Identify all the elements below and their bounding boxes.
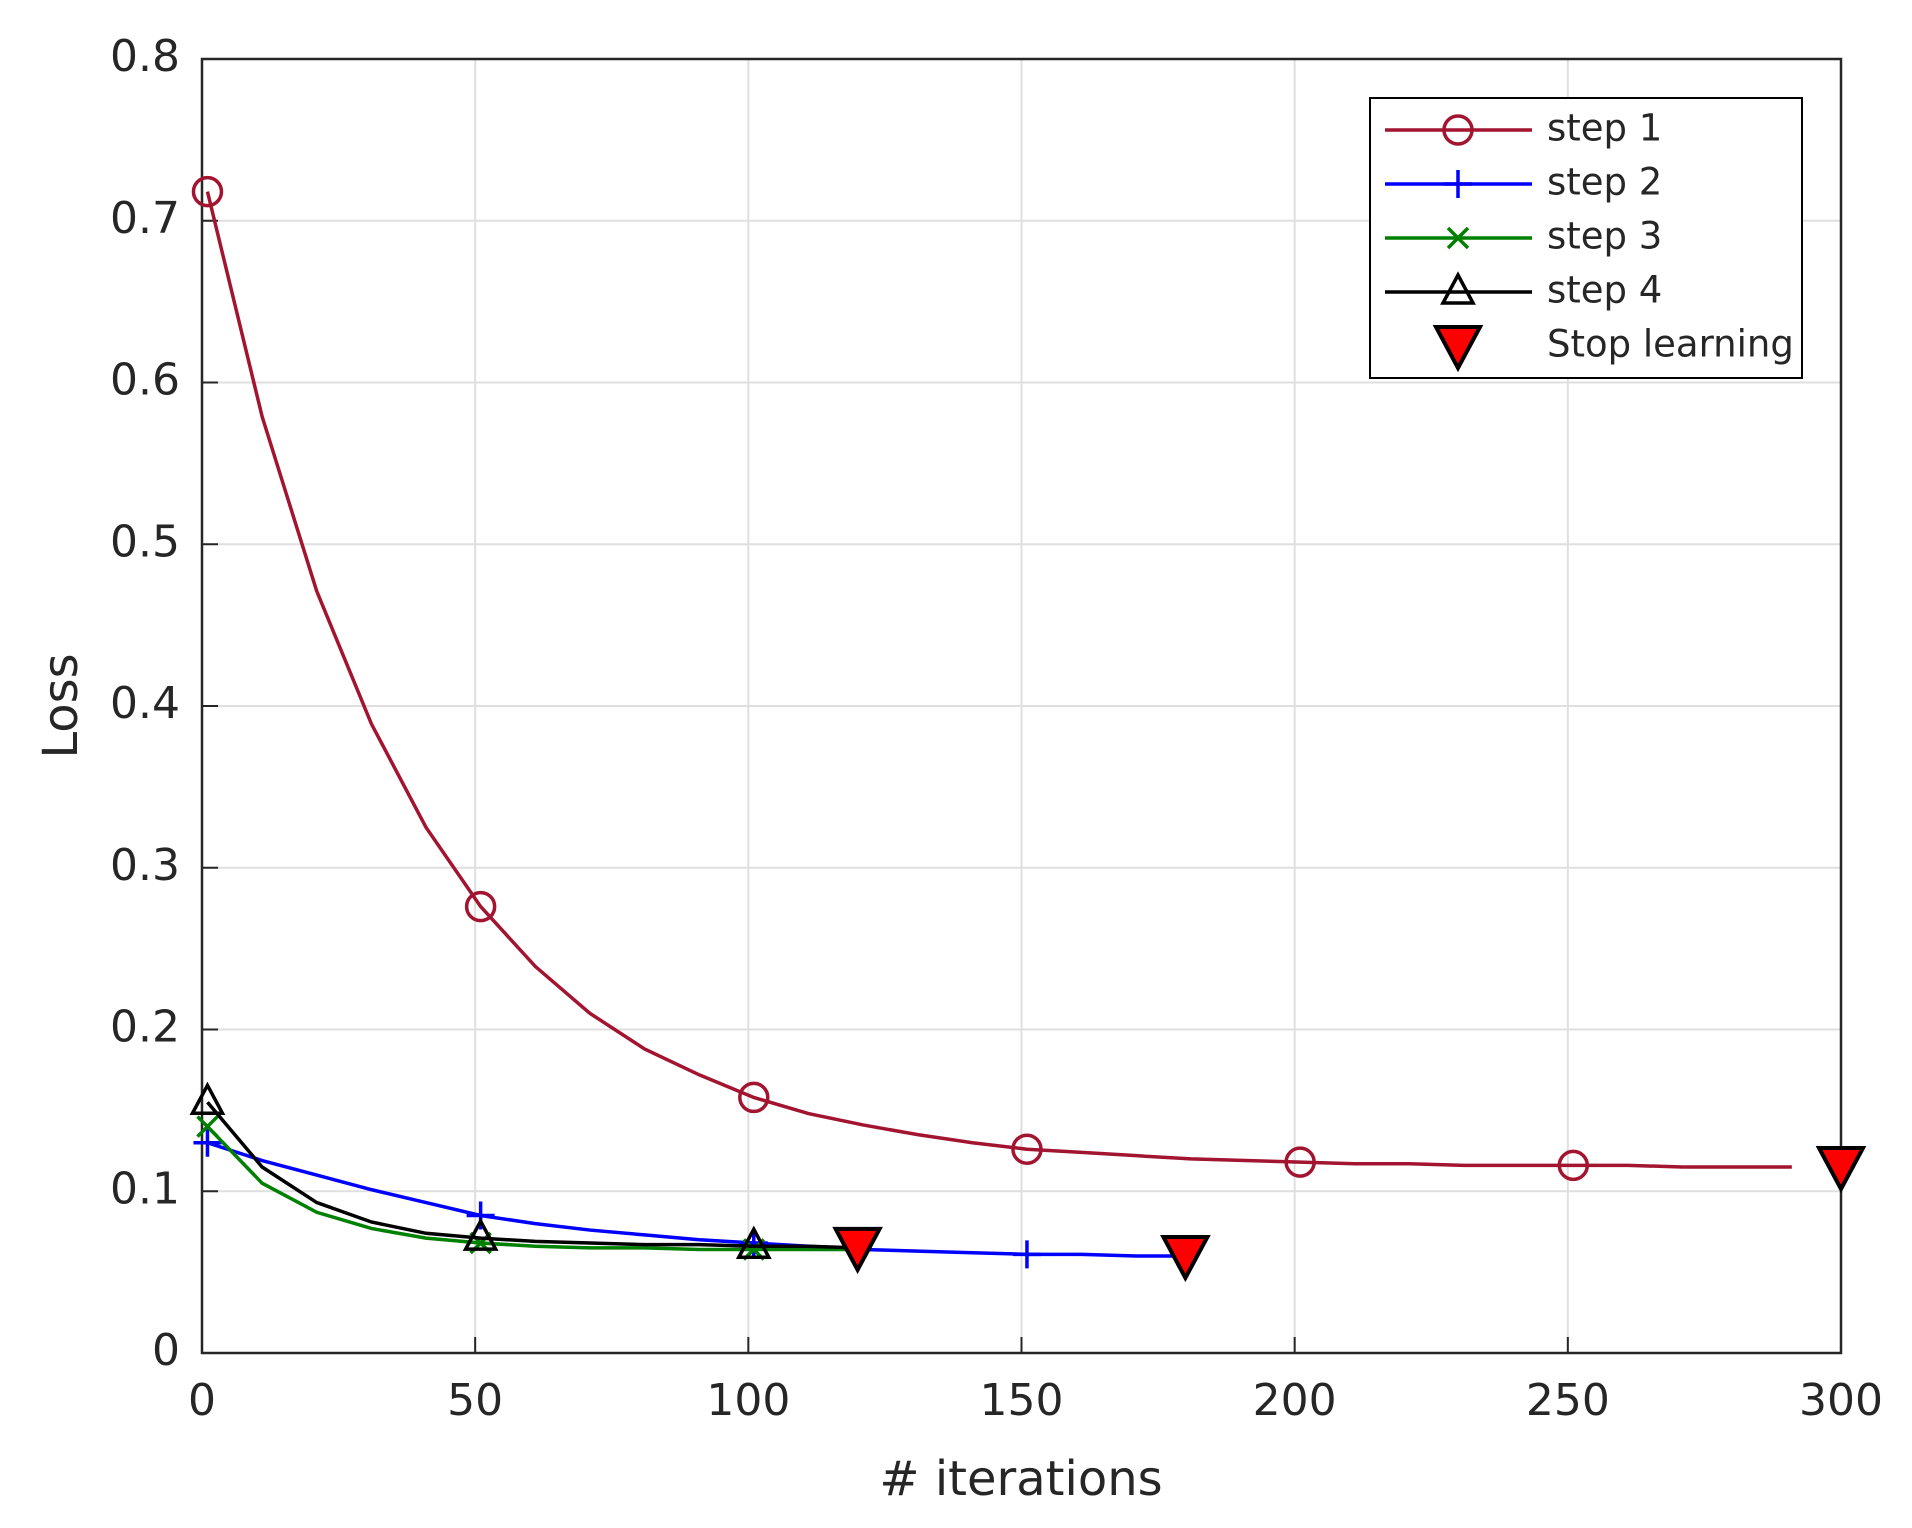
y-tick-label: 0.1 [110,1163,180,1214]
legend-label: Stop learning [1547,323,1794,366]
y-tick-label: 0.7 [110,193,180,244]
series-line [206,1101,858,1250]
marker [193,1128,222,1157]
series-line [206,1141,1186,1258]
x-tick-label: 300 [1799,1375,1883,1426]
marker [1160,1234,1211,1283]
legend-marker [1446,226,1470,250]
x-tick-label: 200 [1253,1375,1337,1426]
marker [738,1081,770,1114]
marker [1284,1146,1316,1178]
legend-label: step 4 [1547,269,1662,312]
marker [191,175,224,208]
x-tick-label: 100 [706,1375,790,1426]
legend-label: step 1 [1547,107,1662,150]
plot-frame [200,57,1843,1355]
y-tick-label: 0.6 [110,355,180,406]
legend-marker [1444,170,1472,198]
legend: step 1 step 2 step 3 step 4 Stop learning [1369,97,1803,379]
y-tick-label: 0.5 [110,516,180,567]
marker [1557,1149,1590,1182]
legend-marker [1432,325,1484,373]
y-tick-label: 0.3 [110,840,180,891]
marker [739,1229,768,1258]
x-tick-label: 150 [980,1375,1064,1426]
y-axis-label: Loss [33,653,89,758]
legend-marker [1442,114,1474,146]
legend-label: step 2 [1547,161,1662,204]
x-tick-label: 250 [1526,1375,1610,1426]
legend-marker [1440,271,1476,305]
x-tick-label: 0 [188,1375,216,1426]
marker [462,1217,499,1251]
marker [196,1115,219,1138]
marker [1011,1133,1043,1165]
x-tick-label: 50 [447,1375,503,1426]
marker [1012,1240,1041,1269]
marker [464,890,497,923]
y-tick-label: 0.8 [110,31,180,82]
y-tick-label: 0.2 [110,1002,180,1053]
y-tick-label: 0 [152,1325,180,1376]
x-axis-label: # iterations [879,1451,1162,1507]
marker [466,1201,495,1230]
marker [735,1225,772,1259]
marker [1815,1145,1867,1194]
series-line [206,1125,858,1252]
marker [189,1081,226,1116]
marker [832,1226,883,1275]
series-line [205,191,1792,1169]
y-tick-label: 0.4 [110,678,180,729]
legend-label: step 3 [1547,215,1662,258]
